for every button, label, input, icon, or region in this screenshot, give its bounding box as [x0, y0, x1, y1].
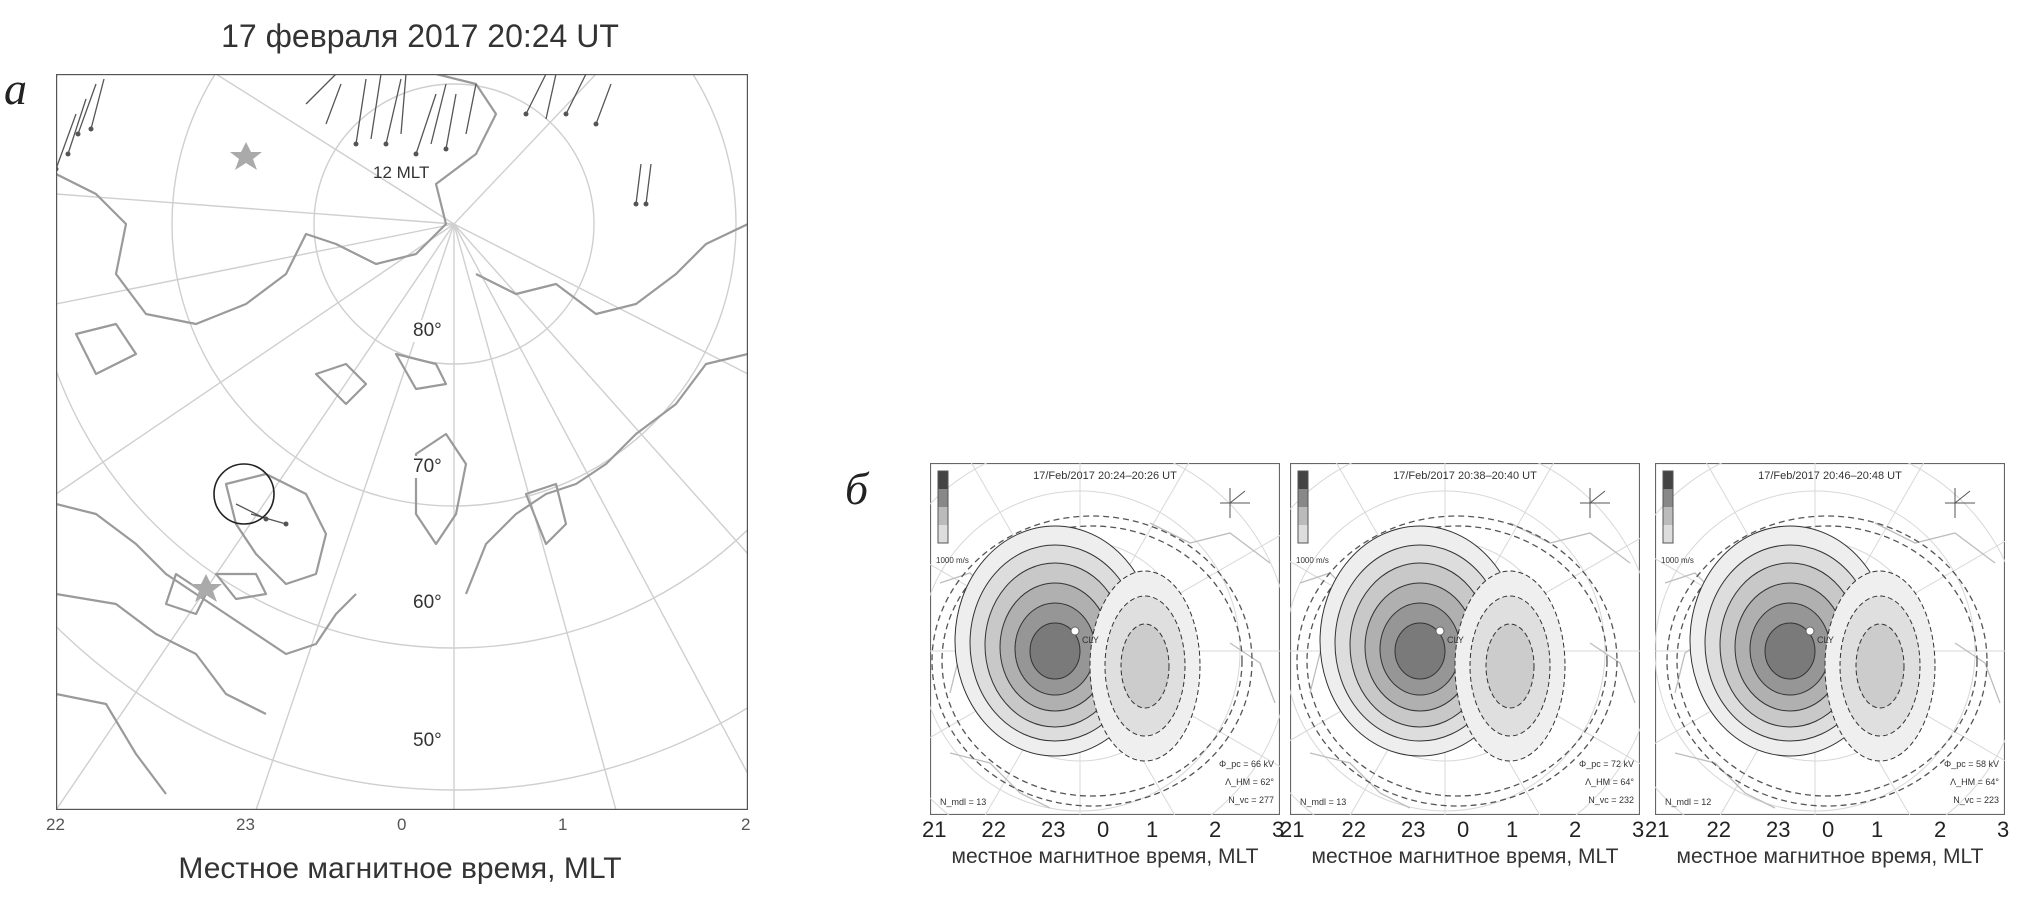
velocity-vectors [56, 74, 652, 525]
lat-label-80: 80° [410, 320, 445, 342]
tick-b-1-2: 2 [1209, 817, 1222, 842]
tick-b-3-2: 2 [1934, 817, 1947, 842]
panel-b-xlabel-3: местное магнитное время, MLT [1676, 845, 1984, 868]
tick-b-1-3: 3 [1272, 817, 1285, 842]
lambda-hm: Λ_HM = 62° [1225, 777, 1274, 787]
colorbar-unit: 1000 m/s [936, 556, 969, 565]
map-title: 17/Feb/2017 20:46–20:48 UT [1758, 470, 1902, 482]
tick-b-3-1: 1 [1871, 817, 1884, 842]
panel-letter-a: а [4, 63, 27, 114]
convection-map-3: 17/Feb/2017 20:46–20:48 UT 1000 m/s CLY Φ_p… [1655, 463, 2005, 815]
vector-origins [56, 111, 649, 527]
panel-a-title: 17 февраля 2017 20:24 UT [221, 18, 619, 54]
tick-b-1-0: 0 [1097, 817, 1110, 842]
panel-a-polar-map [56, 74, 748, 810]
panel-b-xlabel-2: местное магнитное время, MLT [1311, 845, 1619, 868]
tick-a-23: 23 [236, 815, 255, 834]
tick-a-0: 0 [397, 815, 407, 834]
colorbar-unit: 1000 m/s [1661, 556, 1694, 565]
panel-a-xlabel: Местное магнитное время, MLT [178, 852, 622, 885]
map-title: 17/Feb/2017 20:38–20:40 UT [1393, 470, 1537, 482]
lat-label-70: 70° [410, 456, 445, 478]
station-label: CLY [1447, 635, 1464, 645]
tick-b-3-0: 0 [1822, 817, 1835, 842]
tick-b-2-22: 22 [1341, 817, 1366, 842]
phi-pc: Φ_pc = 66 kV [1219, 759, 1274, 769]
tick-b-1-1: 1 [1146, 817, 1159, 842]
tick-b-2-3: 3 [1632, 817, 1645, 842]
station-markers [190, 142, 262, 602]
tick-b-2-21: 21 [1280, 817, 1305, 842]
station-label: CLY [1082, 635, 1099, 645]
n-model: N_mdl = 13 [940, 797, 986, 807]
tick-a-22: 22 [46, 815, 65, 834]
n-vc: N_vc = 223 [1953, 795, 1999, 805]
tick-b-3-23: 23 [1766, 817, 1791, 842]
lat-label-60: 60° [410, 592, 445, 614]
tick-b-3-3: 3 [1997, 817, 2010, 842]
n-vc: N_vc = 232 [1588, 795, 1634, 805]
n-model: N_mdl = 12 [1665, 797, 1711, 807]
colorbar-unit: 1000 m/s [1296, 556, 1329, 565]
tick-b-2-23: 23 [1401, 817, 1426, 842]
tick-b-3-21: 21 [1645, 817, 1670, 842]
panel-b-xlabel-1: местное магнитное время, MLT [951, 845, 1259, 868]
tick-b-1-21: 21 [922, 817, 947, 842]
convection-map-2: 17/Feb/2017 20:38–20:40 UT 1000 m/s CLY Φ_p… [1290, 463, 1640, 815]
panel-a-frame [56, 74, 748, 810]
tick-b-2-1: 1 [1506, 817, 1519, 842]
map-title: 17/Feb/2017 20:24–20:26 UT [1033, 470, 1177, 482]
tick-b-2-0: 0 [1457, 817, 1470, 842]
lambda-hm: Λ_HM = 64° [1950, 777, 1999, 787]
station-label: CLY [1817, 635, 1834, 645]
tick-b-1-23: 23 [1041, 817, 1066, 842]
phi-pc: Φ_pc = 72 kV [1579, 759, 1634, 769]
panel-letter-b: б [845, 463, 869, 514]
lambda-hm: Λ_HM = 64° [1585, 777, 1634, 787]
tick-b-3-22: 22 [1706, 817, 1731, 842]
tick-a-1: 1 [558, 815, 568, 834]
convection-map-1: 17/Feb/2017 20:24–20:26 UT 1000 m/s CLY Φ_p… [930, 463, 1280, 815]
latitude-grid [56, 74, 748, 810]
lat-label-50: 50° [410, 730, 445, 752]
tick-b-1-22: 22 [981, 817, 1006, 842]
mlt-12-label: 12 MLT [373, 163, 430, 182]
phi-pc: Φ_pc = 58 kV [1944, 759, 1999, 769]
n-vc: N_vc = 277 [1228, 795, 1274, 805]
mlt-meridians [56, 74, 748, 810]
tick-b-2-2: 2 [1569, 817, 1582, 842]
highlight-circle [213, 463, 275, 525]
n-model: N_mdl = 13 [1300, 797, 1346, 807]
tick-a-2: 2 [741, 815, 751, 834]
